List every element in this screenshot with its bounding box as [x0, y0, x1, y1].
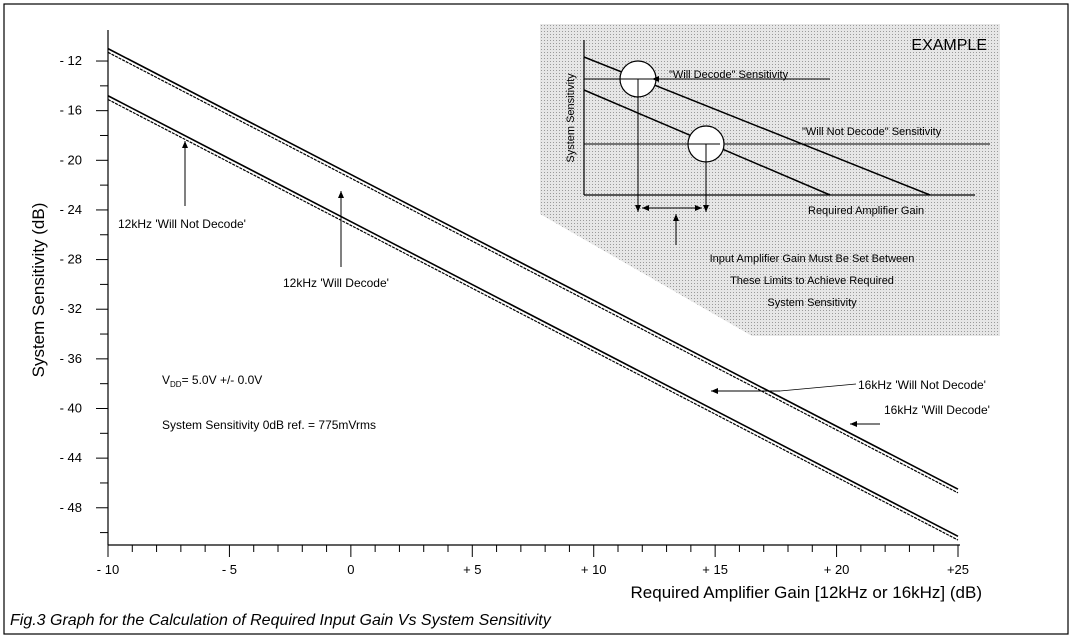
- inset-will-not-decode-label: "Will Not Decode" Sensitivity: [802, 126, 942, 138]
- inset-note-line-2: These Limits to Achieve Required: [730, 275, 894, 287]
- series-line-12khz-will-not-decode-: [107, 95, 959, 538]
- y-tick-label: - 16: [60, 103, 82, 118]
- x-tick-label: + 20: [824, 562, 850, 577]
- x-tick-label: - 5: [222, 562, 237, 577]
- leader-16khz-will-not-decode: [779, 383, 857, 392]
- inset-title: EXAMPLE: [911, 37, 987, 54]
- inset-y-label: System Sensitivity: [565, 73, 577, 163]
- y-tick-label: - 36: [60, 351, 82, 366]
- y-axis-title: System Sensitivity (dB): [29, 203, 48, 378]
- y-tick-label: - 12: [60, 53, 82, 68]
- inset-x-label: Required Amplifier Gain: [808, 205, 924, 217]
- plot-axes: - 12 - 16 - 20 - 24 - 28 - 32 - 36 - 40 - 44 - 48…: [60, 30, 969, 577]
- y-tick-label: - 24: [60, 202, 82, 217]
- main-annotations: 12kHz 'Will Not Decode' 12kHz 'Will Deco…: [118, 141, 990, 427]
- vdd-condition: VDD= 5.0V +/- 0.0V: [162, 373, 262, 389]
- inset-background: [540, 24, 1000, 336]
- inset-note-line-1: Input Amplifier Gain Must Be Set Between: [710, 253, 915, 265]
- y-tick-label: - 44: [60, 450, 82, 465]
- y-tick-label: - 28: [60, 252, 82, 267]
- y-tick-label: - 20: [60, 152, 82, 167]
- conditions-block: VDD= 5.0V +/- 0.0V System Sensitivity 0d…: [162, 373, 376, 432]
- x-axis-title: Required Amplifier Gain [12kHz or 16kHz]…: [631, 583, 982, 602]
- y-tick-label: - 40: [60, 400, 82, 415]
- label-16khz-will-not-decode: 16kHz 'Will Not Decode': [858, 378, 986, 392]
- reference-condition: System Sensitivity 0dB ref. = 775mVrms: [162, 418, 376, 432]
- x-tick-label: - 10: [97, 562, 119, 577]
- label-12khz-will-not-decode: 12kHz 'Will Not Decode': [118, 217, 246, 231]
- x-ticks: - 10 - 5 0 + 5 + 10 + 15 + 20 +25: [97, 545, 969, 577]
- x-tick-label: +25: [947, 562, 969, 577]
- x-tick-label: + 5: [463, 562, 481, 577]
- series-line-16khz-will-not-decode-: [107, 98, 959, 541]
- figure-caption: Fig.3 Graph for the Calculation of Requi…: [10, 612, 552, 629]
- x-tick-label: + 10: [581, 562, 607, 577]
- y-tick-label: - 32: [60, 301, 82, 316]
- label-12khz-will-decode: 12kHz 'Will Decode': [283, 276, 389, 290]
- x-tick-label: 0: [347, 562, 354, 577]
- y-ticks: - 12 - 16 - 20 - 24 - 28 - 32 - 36 - 40 - 44 - 48: [60, 53, 108, 534]
- label-16khz-will-decode: 16kHz 'Will Decode': [884, 403, 990, 417]
- inset-will-decode-label: "Will Decode" Sensitivity: [669, 69, 789, 81]
- y-tick-label: - 48: [60, 500, 82, 515]
- figure-border: [3, 3, 1069, 635]
- inset-note-line-3: System Sensitivity: [767, 297, 857, 309]
- series-group: [107, 47, 959, 541]
- x-tick-label: + 15: [702, 562, 728, 577]
- series-line-12khz-will-decode-: [107, 47, 959, 490]
- example-inset: EXAMPLE System Sensitivity Required Ampl…: [540, 24, 1000, 336]
- series-line-16khz-will-decode-: [107, 51, 959, 494]
